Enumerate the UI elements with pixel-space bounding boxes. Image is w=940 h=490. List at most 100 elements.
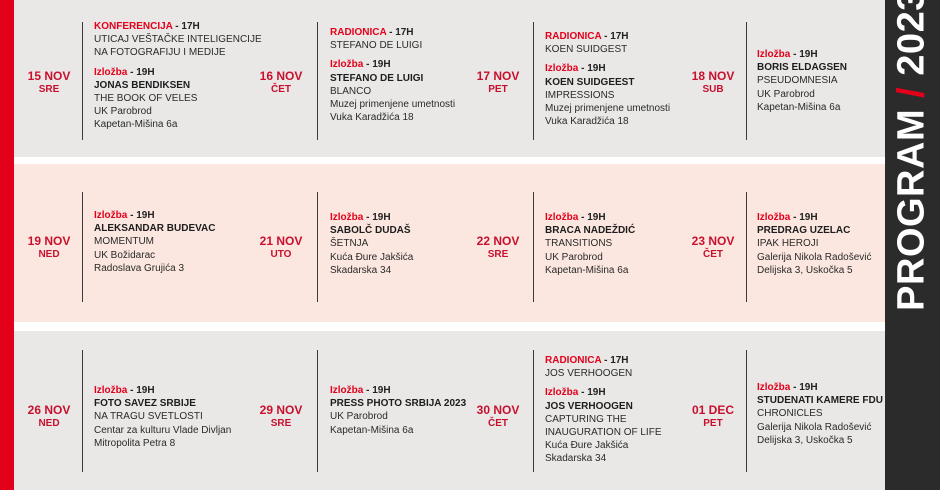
event-detail: Kuća Đure Jakšića [330,251,414,263]
heading-separator: - [363,59,373,71]
column-divider [82,192,83,302]
date-label: 16 NOV [259,69,303,83]
event-type: Izložba [330,385,364,396]
event-card: RADIONICA - 17H STEFANO DE LUIGI Izložba -… [330,26,455,124]
event-detail: Muzej primenjene umetnosti [545,103,671,115]
week-band-3 [14,331,885,490]
event-type: Izložba [545,212,579,223]
event-detail: MOMENTUM [94,236,154,248]
event-detail: UK Božidarac [94,249,156,261]
event-date: 21 NOV UTO [250,235,312,261]
event-detail: UK Parobrod [330,411,388,423]
event-detail: UTICAJ VEŠTAČKE INTELIGENCIJE [94,34,262,46]
event-detail: CAPTURING THE [545,413,627,425]
event-detail: Galerija Nikola Radošević [757,421,872,433]
artist-name: JONAS BENDIKSEN [94,79,191,91]
event-heading: RADIONICA - 17H [545,30,670,43]
event-heading: Izložba - 19H [545,211,635,224]
weekday-label: SRE [38,84,60,95]
date-label: 21 NOV [259,234,303,248]
event-card: RADIONICA - 17H KOEN SUIDGEST Izložba - 19… [545,30,670,128]
heading-separator: - [363,212,373,223]
weekday-label: PET [703,418,723,429]
program-year: 2023 [890,0,933,76]
event-type: Izložba [94,385,128,396]
event-detail: TRANSITIONS [545,238,613,250]
event-type: Izložba [330,59,364,71]
side-title-panel [885,0,940,490]
heading-separator: - [578,212,588,223]
artist-name: JOS VERHOOGEN [545,400,633,412]
event-time: 19H [587,63,606,75]
event-detail: Kapetan-Mišina 6a [545,264,629,276]
event-time: 19H [799,212,818,223]
event-date: 01 DEC PET [682,404,744,430]
program-year-title: PROGRAM / 2023 [891,0,934,311]
event-time: 19H [372,212,391,223]
event-type: Izložba [545,387,579,399]
event-card: RADIONICA - 17H JOS VERHOOGEN Izložba - 19… [545,354,662,466]
weekday-label: PET [488,84,508,95]
event-detail: PSEUDOMNESIA [757,75,838,87]
event-detail: Radoslava Grujića 3 [94,262,185,274]
weekday-label: SRE [270,418,292,429]
artist-name: ALEKSANDAR BUDEVAC [94,223,216,235]
column-divider [82,22,83,140]
event-detail: Kuća Đure Jakšića [545,440,629,452]
column-divider [82,350,83,472]
event-card: KONFERENCIJA - 17H UTICAJ VEŠTAČKE INTELI… [94,20,262,132]
weekday-label: ČET [271,84,291,95]
weekday-label: NED [38,418,60,429]
event-heading: Izložba - 19H [757,211,872,224]
heading-separator: - [601,31,611,42]
date-label: 18 NOV [691,69,735,83]
heading-separator: - [790,49,800,60]
event-date: 26 NOV NED [18,404,80,430]
event-time: 17H [610,31,629,42]
event-detail: Skadarska 34 [330,264,392,276]
event-type: KONFERENCIJA [94,21,173,32]
heading-separator: - [386,27,396,38]
event-heading: Izložba - 19H [94,209,215,222]
event-card: Izložba - 19H ALEKSANDAR BUDEVAC MOMENTUM U… [94,209,215,275]
week-band-2 [14,164,885,322]
date-label: 23 NOV [691,234,735,248]
event-detail: Vuka Karadžića 18 [330,112,414,124]
event-detail: NA FOTOGRAFIJU I MEDIJE [94,47,226,59]
event-time: 19H [136,66,155,78]
column-divider [533,192,534,302]
event-date: 15 NOV SRE [18,70,80,96]
weekday-label: ČET [703,249,723,260]
event-card: Izložba - 19H BRACA NADEŽDIĆ TRANSITIONS UK… [545,211,635,277]
column-divider [746,192,747,302]
heading-separator: - [127,210,137,221]
artist-name: PREDRAG UZELAC [757,225,851,237]
title-separator: / [890,86,933,98]
event-heading: Izložba - 19H [94,384,231,397]
event-heading: Izložba - 19H [545,62,670,75]
event-card: Izložba - 19H FOTO SAVEZ SRBIJE NA TRAGU S… [94,384,231,450]
event-detail: Muzej primenjene umetnosti [330,99,456,111]
event-time: 19H [799,49,818,60]
date-label: 26 NOV [27,403,71,417]
heading-separator: - [578,387,588,399]
event-card: Izložba - 19H SABOLČ DUDAŠ ŠETNJA Kuća Đure… [330,211,413,277]
heading-separator: - [790,212,800,223]
heading-separator: - [172,21,182,32]
event-time: 19H [372,385,391,396]
event-date: 16 NOV ČET [250,70,312,96]
event-detail: UK Parobrod [545,251,603,263]
event-heading: Izložba - 19H [545,386,662,399]
event-detail: Kapetan-Mišina 6a [330,424,414,436]
event-type: Izložba [94,66,128,78]
heading-separator: - [127,385,137,396]
event-type: Izložba [94,210,128,221]
artist-name: PRESS PHOTO SRBIJA 2023 [330,398,467,410]
date-label: 29 NOV [259,403,303,417]
event-detail: Delijska 3, Uskočka 5 [757,264,853,276]
event-time: 17H [610,355,629,366]
event-type: Izložba [757,212,791,223]
event-date: 17 NOV PET [467,70,529,96]
left-red-bar [0,0,14,490]
date-label: 01 DEC [691,403,735,417]
